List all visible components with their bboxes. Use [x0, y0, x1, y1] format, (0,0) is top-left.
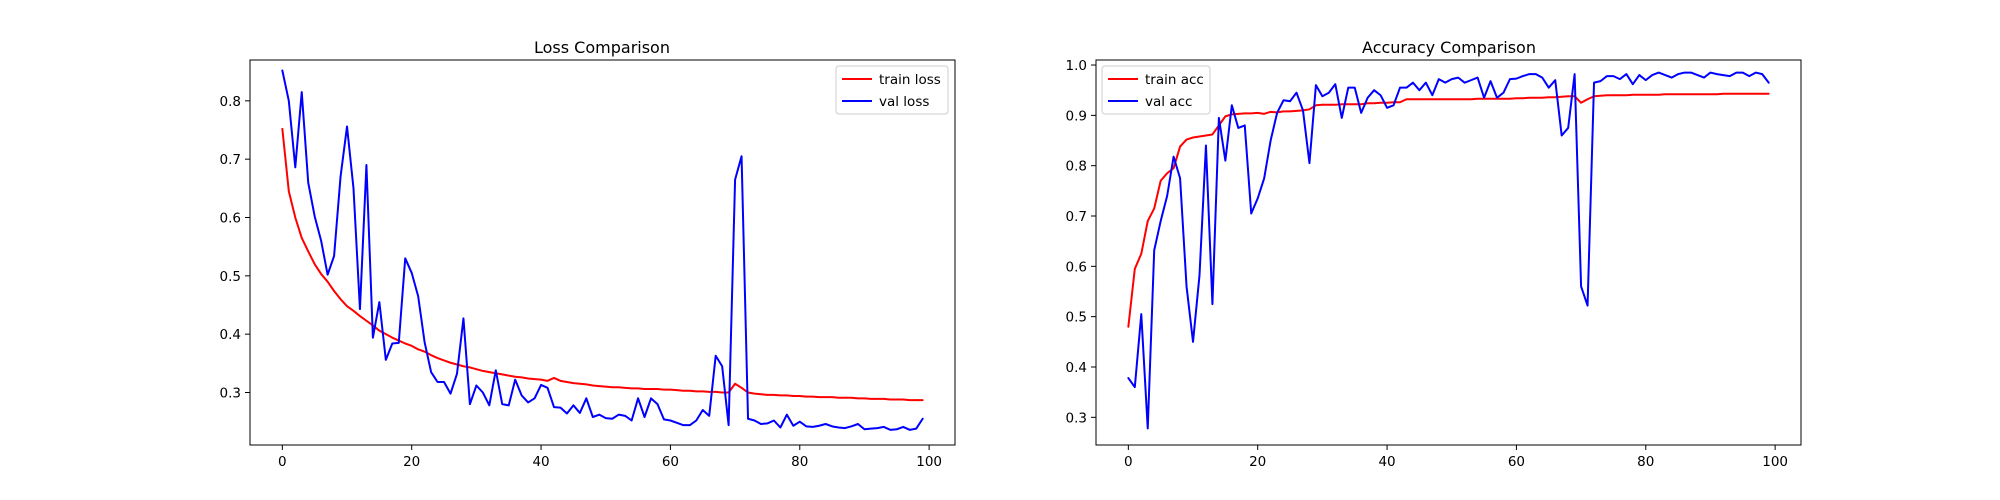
- legend-label-train-loss: train loss: [879, 72, 941, 88]
- loss-legend: train loss val loss: [835, 65, 949, 115]
- loss-x-tick-label: 40: [532, 454, 549, 470]
- loss-plot-frame: [249, 59, 956, 446]
- loss-x-tick-label: 20: [403, 454, 420, 470]
- loss-x-tick-label: 80: [791, 454, 808, 470]
- loss-x-tick-label: 0: [278, 454, 287, 470]
- loss-y-tick-label: 0.5: [220, 269, 241, 285]
- legend-label-val-loss: val loss: [879, 94, 929, 110]
- loss-y-axis: 0.3 0.4 0.5 0.6 0.7 0.8: [220, 94, 250, 402]
- accuracy-x-tick-label: 20: [1249, 454, 1266, 470]
- loss-y-tick-label: 0.7: [220, 152, 241, 168]
- accuracy-x-tick-label: 0: [1124, 454, 1133, 470]
- loss-x-tick-label: 100: [916, 454, 942, 470]
- accuracy-x-tick-label: 40: [1378, 454, 1395, 470]
- series-line-val-acc: [1127, 71, 1770, 430]
- accuracy-x-axis: 0 20 40 60 80 100: [1124, 445, 1788, 470]
- accuracy-y-tick-label: 0.8: [1066, 159, 1087, 175]
- accuracy-y-tick-label: 0.7: [1066, 209, 1087, 225]
- accuracy-y-tick-label: 1.0: [1066, 58, 1087, 74]
- loss-y-tick-label: 0.6: [220, 211, 241, 227]
- accuracy-x-tick-label: 100: [1762, 454, 1788, 470]
- accuracy-comparison-chart: Accuracy Comparison 0 20 40 60 80 100 0.30.40…: [1066, 38, 1802, 470]
- loss-x-tick-label: 60: [662, 454, 679, 470]
- series-line-val-loss: [281, 69, 924, 431]
- accuracy-y-tick-label: 0.3: [1066, 410, 1087, 426]
- legend-label-val-acc: val acc: [1145, 94, 1192, 110]
- accuracy-y-tick-label: 0.6: [1066, 259, 1087, 275]
- loss-y-tick-label: 0.4: [220, 327, 241, 343]
- accuracy-legend: train acc val acc: [1101, 65, 1211, 115]
- loss-comparison-chart: Loss Comparison 0 20 40 60 80 100 0.30.40.50.…: [220, 38, 956, 470]
- loss-y-tick-label: 0.3: [220, 386, 241, 402]
- loss-chart-title: Loss Comparison: [534, 38, 670, 57]
- accuracy-y-axis: 0.3 0.4 0.5 0.6 0.7 0.8 0.9 1.0: [1066, 58, 1096, 426]
- accuracy-x-tick-label: 60: [1508, 454, 1525, 470]
- accuracy-y-tick-label: 0.4: [1066, 360, 1087, 376]
- series-line-train-loss: [281, 127, 924, 402]
- legend-label-train-acc: train acc: [1145, 72, 1204, 88]
- accuracy-chart-lines: [1127, 71, 1770, 430]
- accuracy-y-tick-label: 0.5: [1066, 310, 1087, 326]
- accuracy-x-tick-label: 80: [1637, 454, 1654, 470]
- loss-y-tick-label: 0.8: [220, 94, 241, 110]
- loss-x-axis: 0 20 40 60 80 100: [278, 445, 942, 470]
- accuracy-chart-title: Accuracy Comparison: [1362, 38, 1536, 57]
- loss-chart-lines: [281, 69, 924, 431]
- accuracy-plot-frame: [1095, 59, 1802, 446]
- accuracy-y-tick-label: 0.9: [1066, 108, 1087, 124]
